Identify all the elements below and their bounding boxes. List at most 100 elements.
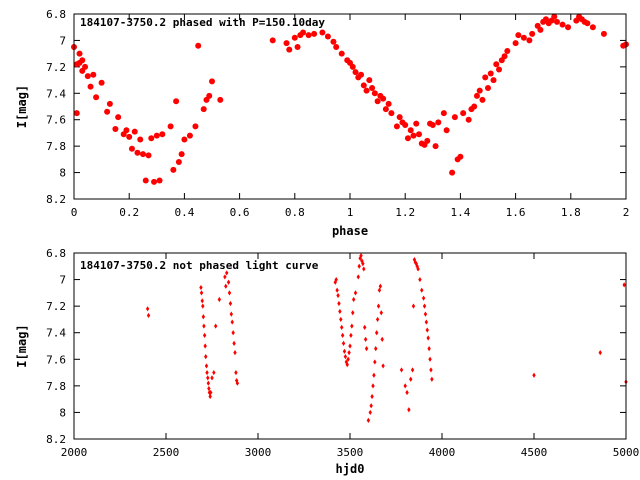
phased-chart-data-point: [565, 24, 572, 31]
phased-chart-data-point: [311, 30, 318, 37]
unphased-chart-data-point: [340, 332, 345, 338]
unphased-chart-x-tick-label: 4500: [521, 446, 548, 459]
phased-chart-data-point: [300, 29, 307, 36]
phased-chart-data-point: [520, 34, 527, 41]
unphased-chart-data-point: [358, 255, 362, 261]
phased-chart-data-point: [396, 114, 403, 121]
unphased-chart-data-point: [207, 385, 211, 392]
phased-chart-data-point: [126, 133, 133, 140]
unphased-chart-y-tick-label: 7.4: [46, 327, 66, 340]
unphased-chart-data-point: [532, 372, 536, 378]
phased-chart-data-point: [333, 44, 340, 51]
phased-chart-data-point: [424, 137, 431, 144]
phased-chart-data-point: [87, 83, 94, 90]
unphased-chart-data-point: [229, 311, 234, 317]
phased-chart-data-point: [407, 127, 414, 134]
phased-chart-data-point: [153, 132, 160, 139]
phased-chart-data-point: [140, 151, 146, 158]
unphased-chart-data-point: [336, 292, 340, 299]
phased-chart-data-point: [167, 123, 174, 130]
phased-chart-y-axis-label: I[mag]: [15, 85, 29, 128]
phased-chart-data-point: [82, 63, 89, 70]
phased-chart-data-point: [159, 131, 166, 138]
phased-chart-data-point: [137, 136, 144, 143]
phased-chart-data-point: [476, 87, 483, 94]
phased-chart-data-point: [382, 106, 389, 113]
unphased-chart-data-point: [205, 369, 209, 376]
phased-chart-x-tick-label: 1.2: [395, 206, 415, 219]
unphased-chart-data-point: [208, 393, 212, 400]
phased-chart-data-point: [106, 100, 113, 107]
unphased-chart-data-point: [339, 316, 343, 323]
phased-chart-data-point: [402, 122, 409, 128]
phased-chart-data-point: [440, 110, 447, 117]
phased-chart-data-point: [374, 98, 381, 105]
phased-chart-data-point: [496, 66, 503, 73]
unphased-chart-data-point: [377, 287, 382, 293]
unphased-chart-data-point: [622, 282, 626, 288]
phased-chart-y-tick-label: 7.2: [46, 61, 66, 74]
unphased-chart-data-point: [210, 375, 214, 381]
unphased-chart-data-point: [371, 383, 375, 389]
unphased-chart-y-tick-label: 7.2: [46, 300, 66, 313]
phased-chart-data-point: [175, 159, 182, 165]
phased-chart-data-point: [79, 57, 86, 64]
unphased-chart-ticks: 2000 2500 3000 3500 4000 4500 5000 6.8 7 7.2 7.4 7.…: [46, 247, 639, 459]
unphased-chart-data-point: [343, 354, 348, 360]
unphased-chart-frame: [73, 252, 627, 440]
unphased-chart-x-tick-label: 3000: [245, 446, 272, 459]
unphased-chart-y-tick-label: 8.2: [46, 433, 66, 446]
phased-chart-data-point: [173, 98, 180, 105]
unphased-chart-data-point: [374, 330, 379, 336]
phased-chart-data-point: [363, 87, 370, 94]
unphased-chart-data-point: [381, 363, 385, 369]
phased-chart-data-point: [559, 21, 566, 28]
phased-chart-data-point: [526, 37, 533, 44]
unphased-chart-data-point: [234, 369, 238, 376]
phased-light-curve-chart: 0 0.2 0.4 0.6 0.8 1 1.2 1.4 1.6 1.8 2 6.8 7 7.2 7.4 7.6…: [15, 8, 629, 238]
unphased-chart-data-point: [380, 336, 384, 342]
unphased-chart-data-point: [340, 324, 344, 330]
phased-chart-data-point: [291, 34, 298, 41]
unphased-chart-y-tick-label: 6.8: [46, 247, 66, 260]
phased-chart-data-point: [324, 33, 331, 40]
unphased-chart-data-point: [217, 296, 222, 303]
unphased-chart-data-point: [361, 261, 365, 267]
unphased-chart-data-point: [353, 290, 358, 296]
phased-chart-data-point: [369, 85, 376, 91]
phased-chart-data-point: [98, 79, 105, 86]
phased-chart-data-point: [385, 100, 392, 107]
phased-chart-data-point: [380, 95, 387, 102]
unphased-chart-data-point: [399, 367, 404, 373]
unphased-chart-x-axis-label: hjd0: [336, 462, 365, 476]
phased-chart-y-tick-label: 8: [59, 167, 66, 180]
unphased-chart-data-point: [376, 303, 381, 309]
phased-chart-data-point: [151, 178, 158, 185]
unphased-chart-data-point: [351, 296, 356, 303]
unphased-chart-data-point: [405, 389, 409, 396]
unphased-chart-data-point: [359, 253, 363, 259]
phased-chart-data-point: [493, 61, 500, 68]
unphased-chart-data-point: [425, 327, 429, 333]
unphased-chart-data-point: [364, 346, 369, 352]
phased-chart-data-point: [457, 153, 464, 160]
unphased-chart-data-point: [426, 335, 430, 341]
phased-chart-data-point: [200, 106, 207, 113]
unphased-chart-data-point: [430, 376, 434, 382]
unphased-chart-x-tick-label: 2000: [61, 446, 88, 459]
phased-chart-data-point: [358, 71, 365, 78]
phased-chart-y-tick-label: 7.4: [46, 87, 66, 100]
phased-chart-data-point: [181, 136, 188, 143]
unphased-chart-data-point: [428, 356, 432, 362]
unphased-chart-data-point: [348, 343, 352, 349]
phased-chart-data-point: [584, 20, 591, 27]
phased-chart-data-point: [554, 18, 560, 25]
unphased-chart-data-point: [421, 295, 426, 301]
unphased-chart-data-point: [346, 356, 350, 362]
phased-chart-x-axis-label: phase: [332, 224, 368, 238]
phased-chart-data-point: [305, 32, 312, 39]
unphased-chart-title: 184107-3750.2 not phased light curve: [80, 259, 319, 272]
phased-chart-data-point: [170, 166, 177, 173]
phased-chart-data-point: [443, 127, 450, 134]
